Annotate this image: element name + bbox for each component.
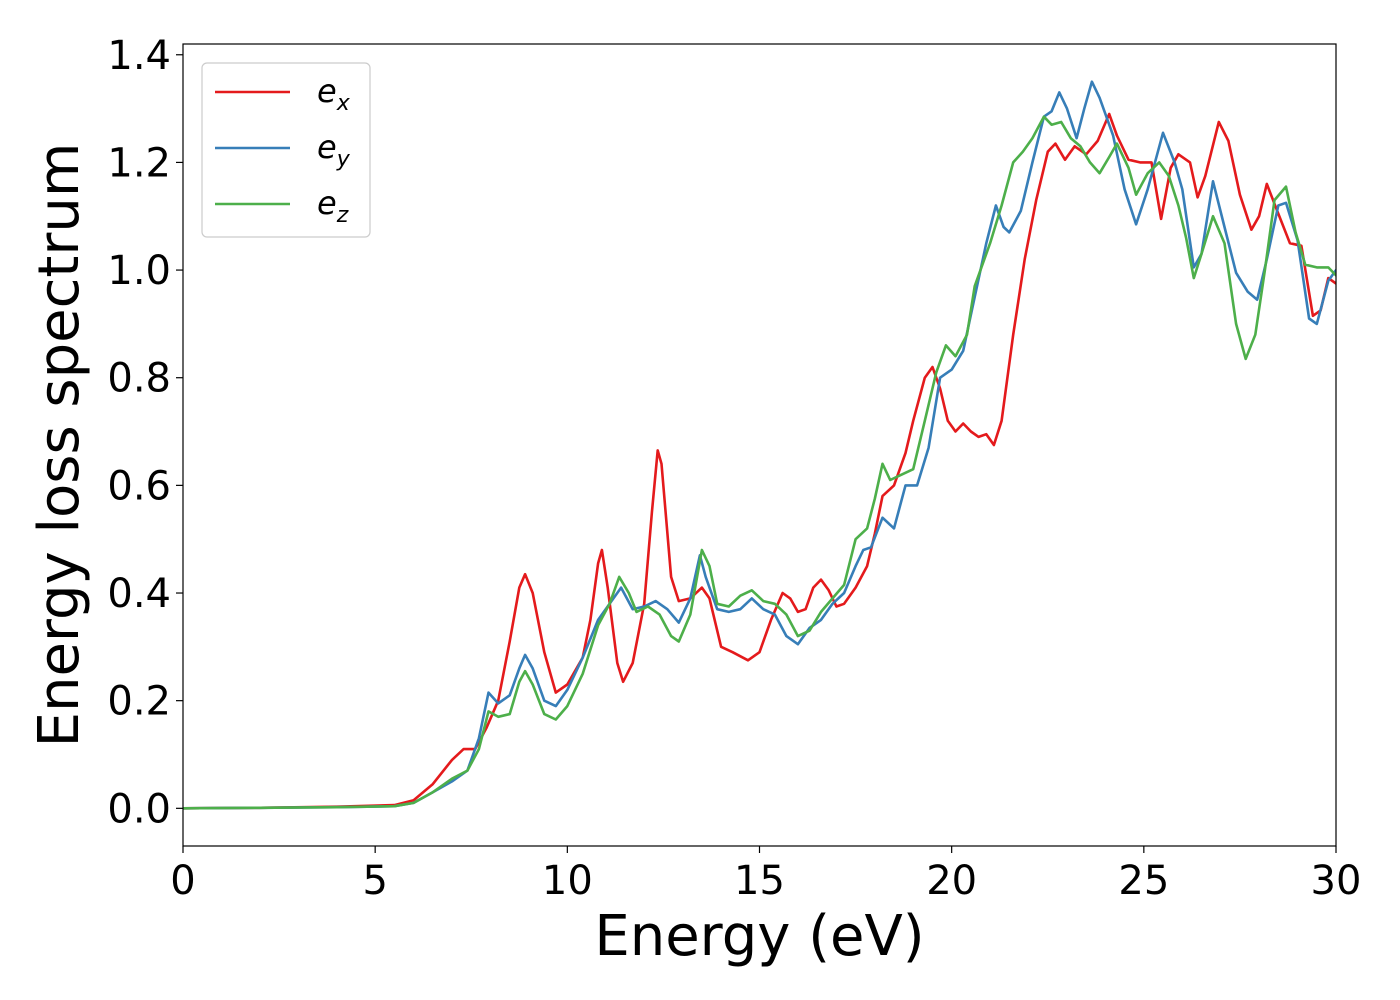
y-axis-title: Energy loss spectrum	[27, 143, 92, 748]
y-tick-label: 1.4	[107, 33, 171, 79]
x-axis-title: Energy (eV)	[594, 904, 924, 969]
y-tick-label: 0.4	[107, 571, 171, 617]
y-tick-label: 0.2	[107, 679, 171, 725]
x-tick-label: 20	[926, 858, 977, 904]
y-tick-label: 0.0	[107, 786, 171, 832]
x-tick-label: 30	[1311, 858, 1362, 904]
series-line-y	[183, 80, 1336, 810]
y-tick-label: 1.0	[107, 248, 171, 294]
x-axis: 0 5 10 15 20 25 30	[170, 846, 1361, 904]
plot-area	[183, 80, 1336, 810]
x-tick-label: 15	[734, 858, 785, 904]
legend: ex ey ez	[201, 62, 371, 238]
x-tick-label: 5	[362, 858, 387, 904]
legend-label-x: ex	[317, 72, 351, 116]
y-axis: 0.0 0.2 0.4 0.6 0.8 1.0 1.2 1.4	[107, 33, 183, 832]
x-tick-label: 10	[542, 858, 593, 904]
x-tick-label: 25	[1118, 858, 1169, 904]
legend-label-y: ey	[317, 128, 351, 172]
legend-label-z: ez	[317, 184, 349, 228]
x-tick-label: 0	[170, 858, 195, 904]
legend-box	[201, 62, 371, 238]
y-tick-label: 1.2	[107, 140, 171, 186]
series-line-z	[183, 115, 1336, 810]
y-tick-label: 0.8	[107, 356, 171, 402]
y-tick-label: 0.6	[107, 463, 171, 509]
